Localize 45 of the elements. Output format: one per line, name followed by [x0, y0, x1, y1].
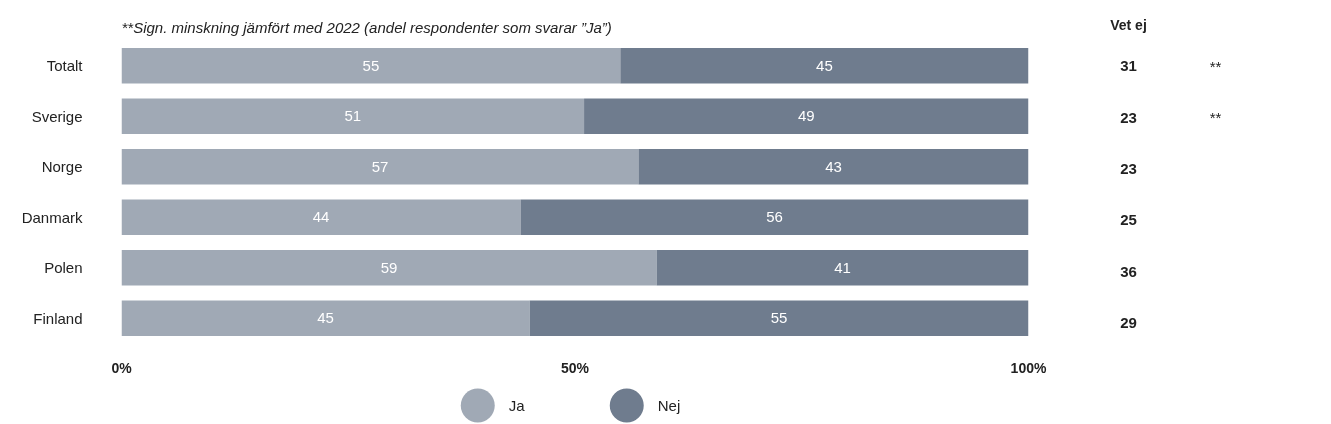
data-label: 45 — [317, 309, 334, 327]
data-label: 49 — [797, 107, 815, 125]
legend-label: Nej — [657, 397, 681, 414]
bar — [121, 98, 585, 134]
text: 25 — [1120, 211, 1137, 229]
bar — [121, 250, 657, 286]
data-label: 55 — [362, 56, 380, 74]
text: 31 — [1120, 57, 1137, 75]
y-tick-label: Danmark — [21, 208, 83, 226]
y-tick-label: Polen — [44, 259, 83, 277]
bar — [656, 250, 1029, 286]
x-tick-label: 50% — [560, 359, 590, 376]
bar — [620, 48, 1029, 84]
data-label: 51 — [344, 107, 362, 125]
text: Vet ej — [1110, 17, 1147, 34]
bar — [121, 48, 621, 84]
data-label: 41 — [834, 258, 851, 276]
y-tick-label: Norge — [41, 158, 83, 176]
data-label: 57 — [371, 157, 389, 175]
data-label: 55 — [770, 309, 788, 327]
x-tick-label: 0% — [111, 359, 133, 376]
data-label: 45 — [816, 56, 833, 74]
x-tick-label: 100% — [1010, 359, 1047, 376]
bar — [121, 149, 639, 185]
data-label: 43 — [825, 157, 842, 175]
bar — [121, 199, 521, 235]
y-tick-label: Totalt — [46, 57, 84, 75]
text: ** — [1209, 109, 1222, 126]
text: 29 — [1120, 313, 1137, 331]
text: 23 — [1120, 159, 1137, 177]
bar — [520, 199, 1029, 235]
data-label: 56 — [766, 208, 783, 226]
chart-title: **Sign. minskning jämfört med 2022 (andel respondenter som svarar ”Ja”) — [121, 18, 612, 36]
legend-label: Ja — [508, 397, 526, 414]
y-tick-label: Sverige — [31, 107, 83, 125]
bar — [584, 98, 1029, 134]
text: ** — [1209, 57, 1222, 75]
y-tick-label: Finland — [33, 309, 83, 327]
data-label: 44 — [312, 208, 330, 226]
text: 36 — [1120, 262, 1137, 280]
bar — [529, 300, 1029, 336]
text: 23 — [1120, 108, 1137, 126]
data-label: 59 — [380, 258, 398, 276]
bar — [121, 300, 530, 336]
bar — [638, 149, 1029, 185]
